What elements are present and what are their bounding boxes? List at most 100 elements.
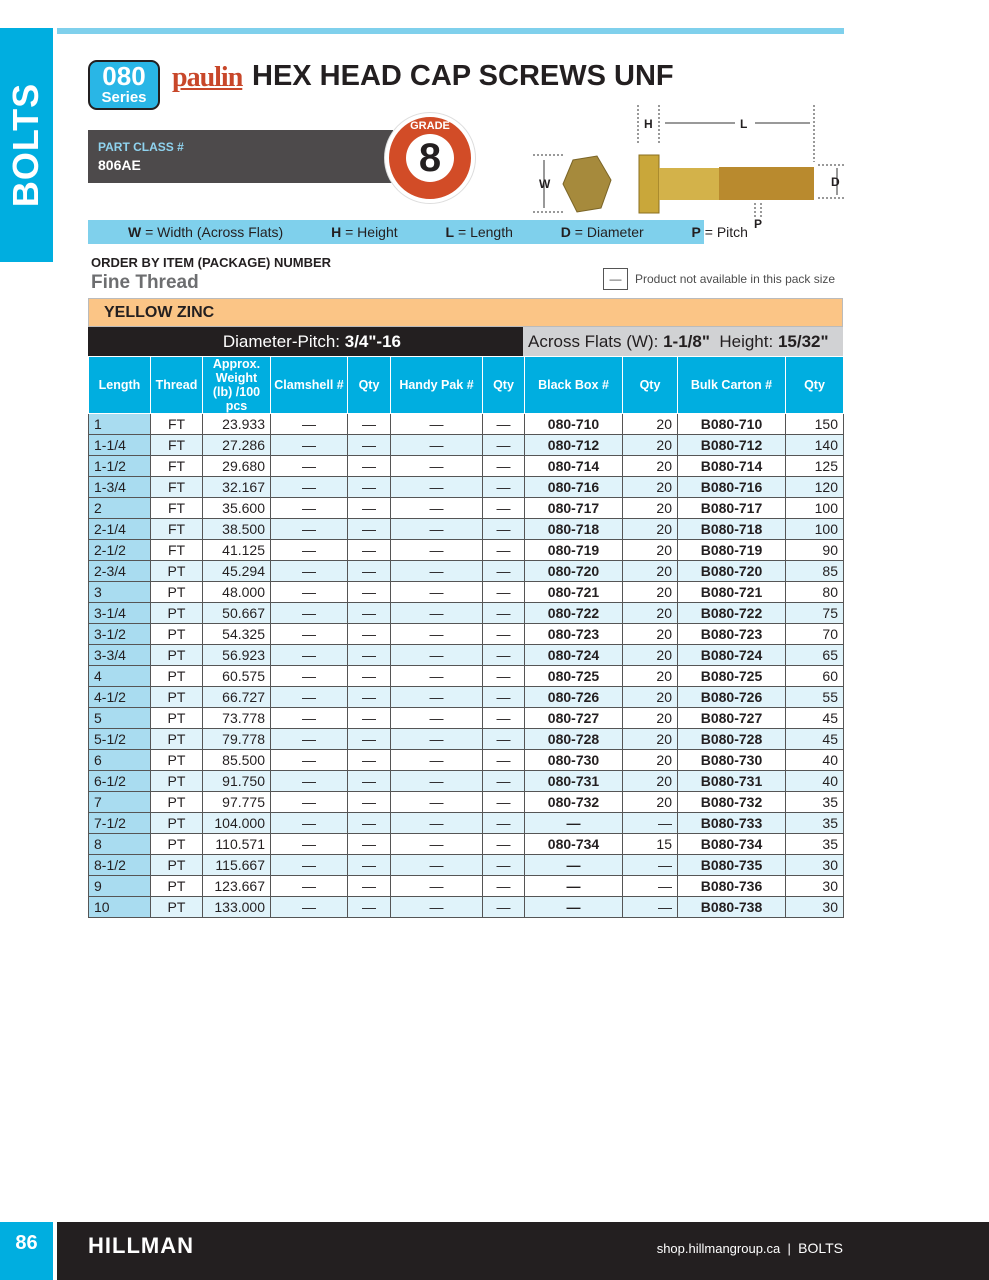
table-cell: PT	[150, 749, 203, 771]
table-cell: 3-1/2	[88, 623, 151, 645]
table-cell: 60.575	[202, 665, 271, 687]
legend-h: H = Height	[331, 224, 398, 240]
table-cell: B080-712	[677, 434, 786, 456]
footer-url[interactable]: shop.hillmangroup.ca	[656, 1241, 781, 1256]
table-cell: 080-734	[524, 833, 623, 855]
table-cell: —	[390, 623, 483, 645]
table-cell: B080-722	[677, 602, 786, 624]
table-cell: 54.325	[202, 623, 271, 645]
table-cell: 104.000	[202, 812, 271, 834]
table-cell: 20	[622, 581, 678, 603]
table-cell: B080-724	[677, 644, 786, 666]
table-cell: B080-734	[677, 833, 786, 855]
table-cell: 79.778	[202, 728, 271, 750]
table-cell: 100	[785, 497, 844, 519]
series-badge: 080 Series	[88, 60, 160, 110]
table-cell: —	[270, 476, 348, 498]
table-cell: —	[270, 665, 348, 687]
table-cell: —	[482, 581, 525, 603]
table-cell: —	[482, 728, 525, 750]
table-cell: FT	[150, 413, 203, 435]
table-cell: —	[390, 665, 483, 687]
grade-label: GRADE	[410, 120, 450, 132]
table-cell: 3-3/4	[88, 644, 151, 666]
table-cell: —	[270, 707, 348, 729]
table-cell: —	[347, 602, 391, 624]
diameter-pitch-bar: Diameter-Pitch: 3/4"-16	[88, 327, 523, 356]
table-cell: —	[482, 602, 525, 624]
table-cell: B080-730	[677, 749, 786, 771]
product-table: Length Thread Approx. Weight (lb) /100 pcs…	[88, 356, 844, 918]
table-cell: PT	[150, 707, 203, 729]
table-cell: —	[482, 791, 525, 813]
table-cell: 73.778	[202, 707, 271, 729]
table-cell: B080-716	[677, 476, 786, 498]
legend-l: L = Length	[445, 224, 513, 240]
table-row: 2-3/4 PT 45.294— — — —080-720 20 B080-720 85	[88, 560, 844, 582]
table-cell: —	[347, 497, 391, 519]
table-cell: 56.923	[202, 644, 271, 666]
table-row: 4-1/2 PT 66.727— — — —080-726 20 B080-726 55	[88, 686, 844, 708]
across-flats-bar: Across Flats (W): 1-1/8" Height: 15/32"	[523, 327, 843, 356]
legend-p: P = Pitch	[691, 224, 748, 240]
table-cell: B080-732	[677, 791, 786, 813]
table-cell: —	[482, 560, 525, 582]
table-cell: 9	[88, 875, 151, 897]
table-cell: 080-727	[524, 707, 623, 729]
table-cell: 55	[785, 686, 844, 708]
table-cell: FT	[150, 539, 203, 561]
table-cell: —	[482, 833, 525, 855]
table-row: 1-1/2 FT 29.680— — — —080-714 20 B080-714 125	[88, 455, 844, 477]
table-cell: —	[270, 497, 348, 519]
table-cell: 97.775	[202, 791, 271, 813]
table-row: 4 PT 60.575— — — —080-725 20 B080-725 60	[88, 665, 844, 687]
table-cell: —	[622, 896, 678, 918]
table-cell: 1-1/4	[88, 434, 151, 456]
table-cell: 133.000	[202, 896, 271, 918]
table-cell: —	[270, 728, 348, 750]
table-cell: —	[482, 686, 525, 708]
table-row: 2-1/4 FT 38.500— — — —080-718 20 B080-718 100	[88, 518, 844, 540]
table-cell: PT	[150, 686, 203, 708]
table-cell: 60	[785, 665, 844, 687]
table-cell: B080-733	[677, 812, 786, 834]
table-cell: —	[347, 749, 391, 771]
part-class-bar: PART CLASS # 806AE	[88, 130, 393, 183]
table-cell: —	[270, 686, 348, 708]
table-cell: 35.600	[202, 497, 271, 519]
table-cell: —	[270, 749, 348, 771]
table-cell: —	[390, 455, 483, 477]
table-cell: 080-718	[524, 518, 623, 540]
grade-value: 8	[406, 134, 454, 182]
table-cell: —	[482, 497, 525, 519]
table-cell: —	[270, 602, 348, 624]
table-cell: —	[524, 896, 623, 918]
table-cell: B080-738	[677, 896, 786, 918]
w-label: W	[539, 177, 551, 191]
table-cell: —	[347, 896, 391, 918]
table-cell: 20	[622, 413, 678, 435]
table-cell: FT	[150, 434, 203, 456]
table-cell: 45	[785, 728, 844, 750]
table-cell: —	[347, 770, 391, 792]
table-cell: —	[390, 602, 483, 624]
table-cell: 48.000	[202, 581, 271, 603]
table-cell: 32.167	[202, 476, 271, 498]
table-row: 7 PT 97.775— — — —080-732 20 B080-732 35	[88, 791, 844, 813]
table-row: 10 PT 133.000— — — — — — B080-738 30	[88, 896, 844, 918]
table-cell: —	[347, 476, 391, 498]
table-cell: —	[390, 476, 483, 498]
table-cell: —	[270, 623, 348, 645]
bolt-shank	[659, 168, 719, 200]
table-cell: 45.294	[202, 560, 271, 582]
column-header: Qty	[347, 356, 391, 414]
table-cell: 1-1/2	[88, 455, 151, 477]
table-cell: —	[347, 644, 391, 666]
legend-w: W = Width (Across Flats)	[128, 224, 284, 240]
table-row: 6-1/2 PT 91.750— — — —080-731 20 B080-731 40	[88, 770, 844, 792]
table-cell: B080-727	[677, 707, 786, 729]
table-cell: —	[347, 707, 391, 729]
table-cell: —	[482, 812, 525, 834]
table-cell: FT	[150, 518, 203, 540]
table-cell: 120	[785, 476, 844, 498]
